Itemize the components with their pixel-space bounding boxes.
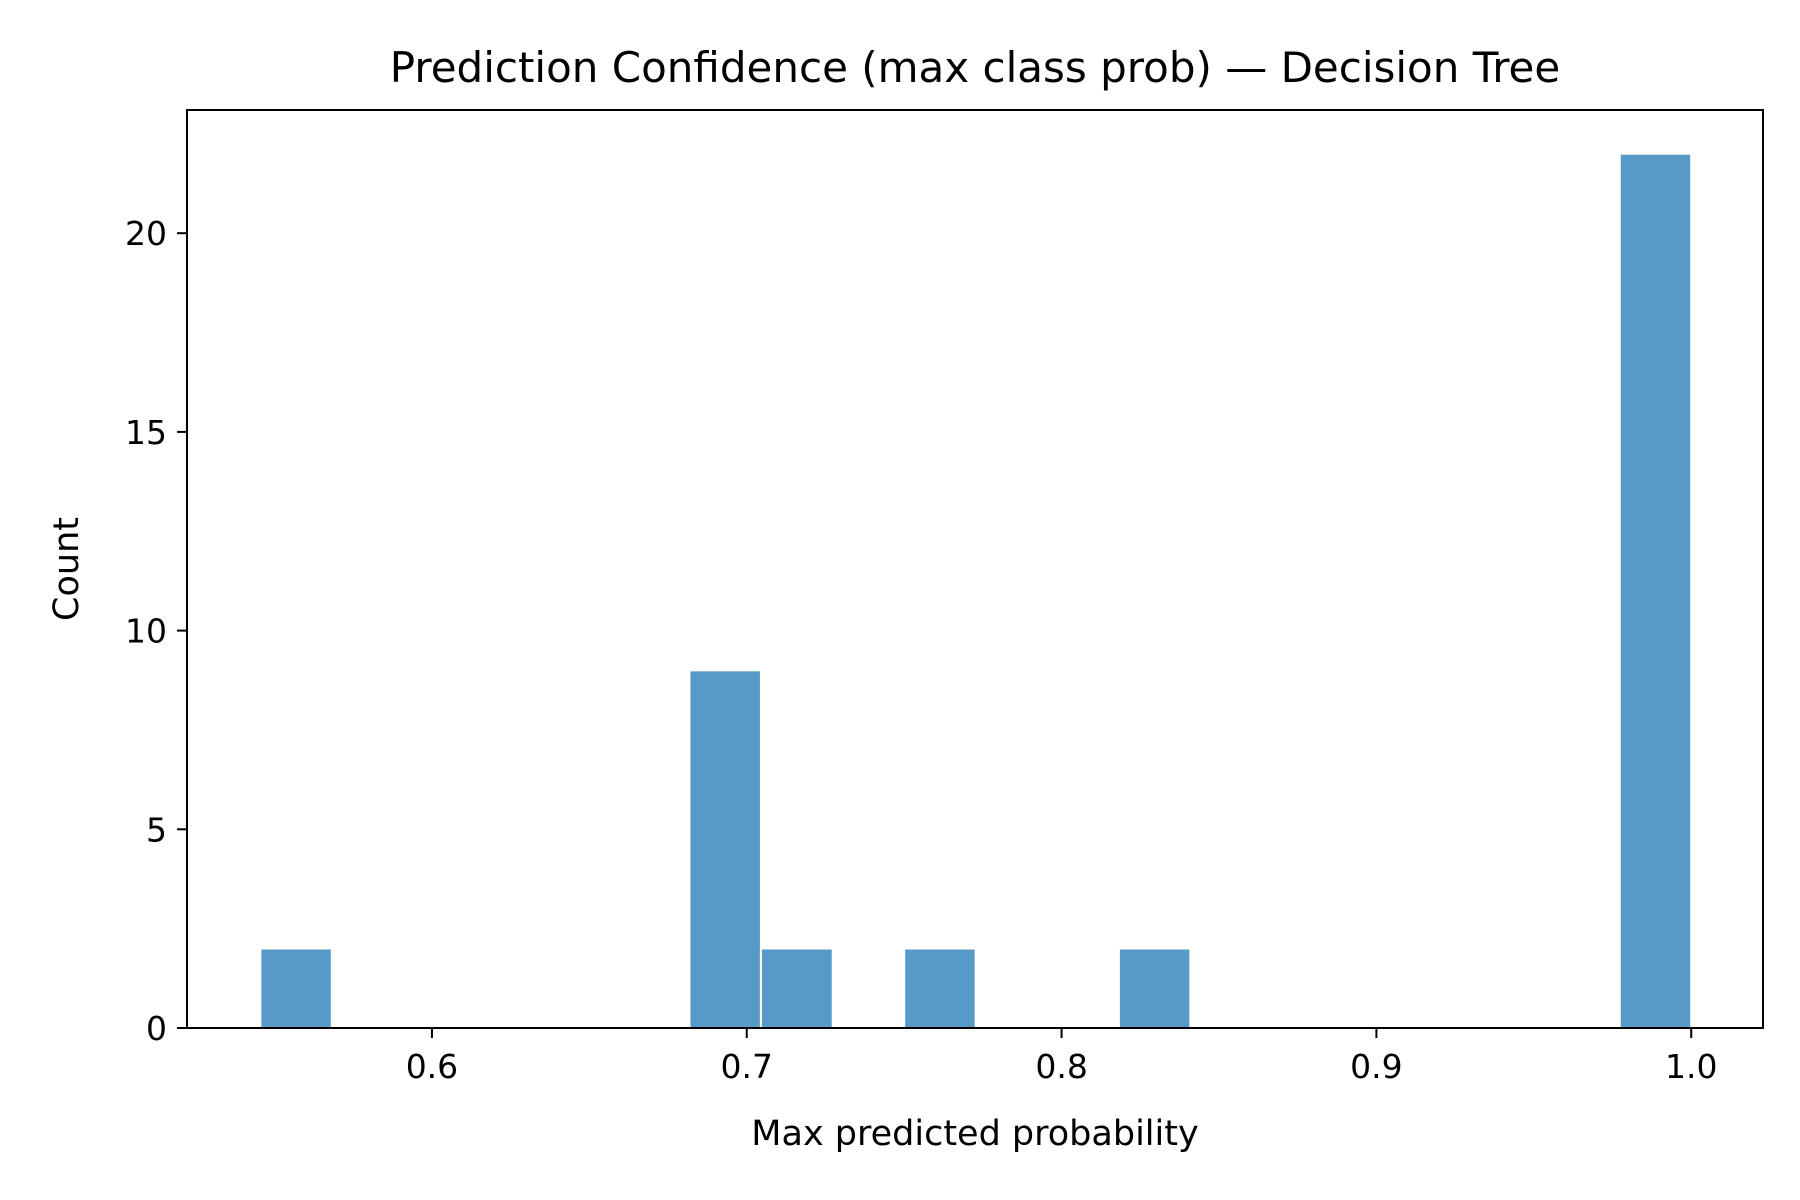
y-tick-label: 5 xyxy=(146,810,167,849)
x-axis-ticks: 0.6 0.7 0.8 0.9 1.0 xyxy=(406,1028,1717,1086)
plot-frame xyxy=(186,109,1764,1029)
x-tick-label: 1.0 xyxy=(1665,1047,1717,1086)
x-tick-label: 0.6 xyxy=(406,1047,458,1086)
y-tick-label: 20 xyxy=(125,214,167,253)
x-tick-label: 0.8 xyxy=(1035,1047,1087,1086)
histogram-bar xyxy=(903,947,977,1029)
chart-title: Prediction Confidence (max class prob) —… xyxy=(390,43,1560,92)
x-tick-label: 0.7 xyxy=(721,1047,773,1086)
x-tick-label: 0.9 xyxy=(1350,1047,1402,1086)
y-axis-ticks: 0 5 10 15 20 xyxy=(125,214,187,1048)
y-tick-label: 10 xyxy=(125,612,167,651)
histogram-bar xyxy=(688,669,762,1029)
y-axis-label: Count xyxy=(47,517,87,621)
histogram-bar xyxy=(759,947,834,1029)
bars-group xyxy=(259,152,1693,1029)
histogram-bar xyxy=(259,947,333,1029)
y-tick-label: 0 xyxy=(146,1009,167,1048)
histogram-bar xyxy=(1618,152,1693,1029)
y-tick-label: 15 xyxy=(125,413,167,452)
x-axis-label: Max predicted probability xyxy=(751,1114,1198,1154)
histogram-bar xyxy=(1117,947,1192,1029)
